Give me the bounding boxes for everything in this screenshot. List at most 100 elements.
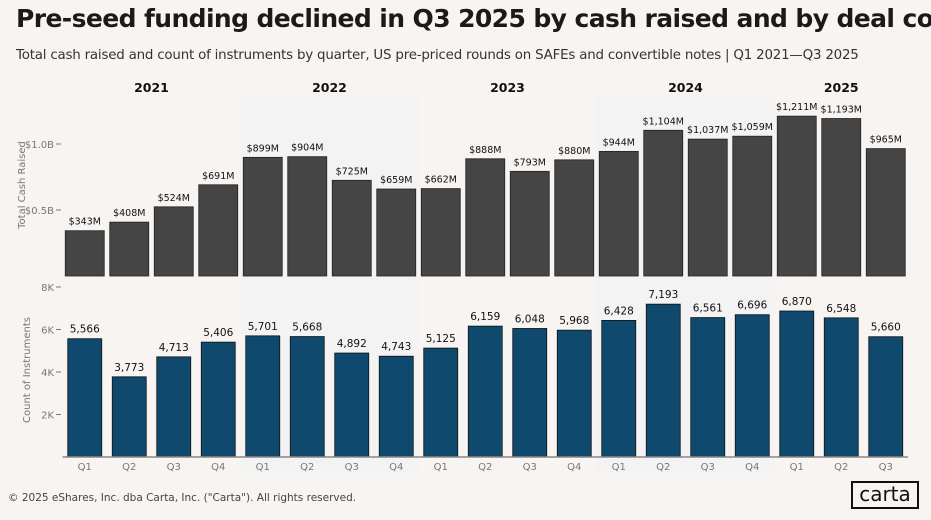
cash-bar — [287, 156, 328, 277]
year-label: 2023 — [490, 80, 525, 95]
x-tick-label: Q1 — [256, 462, 270, 473]
cash-data-label: $662M — [425, 175, 457, 186]
y-tick-label: 4K — [41, 368, 54, 379]
count-bar — [823, 317, 859, 458]
count-data-label: 5,406 — [203, 327, 233, 339]
cash-bar — [198, 184, 239, 277]
cash-bar — [732, 135, 773, 277]
count-data-label: 6,159 — [470, 311, 500, 323]
count-bar — [734, 314, 770, 458]
cash-data-label: $1,211M — [776, 102, 817, 113]
chart-subtitle: Total cash raised and count of instrumen… — [16, 48, 859, 63]
x-tick-label: Q1 — [78, 462, 92, 473]
cash-bar — [821, 118, 862, 277]
cash-bar — [643, 129, 684, 277]
cash-data-label: $904M — [291, 143, 323, 154]
count-data-label: 5,125 — [426, 333, 456, 345]
count-data-label: 5,701 — [248, 321, 278, 333]
cash-bar — [109, 221, 150, 277]
x-tick-label: Q2 — [834, 462, 848, 473]
count-bar — [423, 347, 459, 458]
cash-bar — [598, 150, 639, 277]
cash-data-label: $880M — [558, 146, 590, 157]
x-tick-label: Q4 — [389, 462, 403, 473]
y-tick-label: $0.5B — [25, 206, 54, 217]
y-tick-label: $1.0B — [25, 140, 54, 151]
count-bar — [690, 317, 726, 458]
count-bar — [779, 310, 815, 458]
count-bar — [111, 376, 147, 458]
x-tick-label: Q4 — [745, 462, 759, 473]
x-tick-label: Q2 — [656, 462, 670, 473]
count-bar — [200, 341, 236, 458]
count-bar — [289, 336, 325, 458]
cash-bar — [687, 138, 728, 277]
count-data-label: 4,713 — [159, 342, 189, 354]
cash-bar — [465, 158, 506, 277]
x-tick-label: Q3 — [345, 462, 359, 473]
cash-bar — [509, 170, 550, 277]
y-tick-label: 8K — [41, 283, 54, 294]
count-data-label: 6,548 — [826, 303, 856, 315]
cash-data-label: $343M — [69, 217, 101, 228]
count-data-label: 6,428 — [604, 305, 634, 317]
x-tick-label: Q4 — [567, 462, 581, 473]
count-bar — [512, 328, 548, 458]
y-axis-label: Count of Instruments — [22, 317, 33, 423]
cash-bar — [376, 188, 417, 277]
x-tick-label: Q1 — [434, 462, 448, 473]
x-tick-label: Q3 — [879, 462, 893, 473]
cash-data-label: $524M — [158, 193, 190, 204]
count-data-label: 5,566 — [70, 324, 100, 336]
x-tick-label: Q1 — [790, 462, 804, 473]
cash-bar — [420, 188, 461, 277]
year-label: 2024 — [668, 80, 703, 95]
y-axis-label: Total Cash Raised — [17, 141, 28, 230]
chart-title: Pre-seed funding declined in Q3 2025 by … — [16, 4, 931, 33]
cash-data-label: $899M — [247, 143, 279, 154]
x-tick-label: Q2 — [122, 462, 136, 473]
x-tick-label: Q3 — [523, 462, 537, 473]
cash-data-label: $1,104M — [643, 116, 684, 127]
x-tick-label: Q1 — [612, 462, 626, 473]
year-label: 2025 — [824, 80, 859, 95]
cash-data-label: $1,059M — [732, 122, 773, 133]
cash-data-label: $1,037M — [687, 125, 728, 136]
count-data-label: 6,870 — [782, 296, 812, 308]
y-tick-label: 6K — [41, 326, 54, 337]
cash-bar — [242, 156, 283, 277]
count-data-label: 5,968 — [559, 315, 589, 327]
count-bar — [156, 356, 192, 458]
cash-bar — [776, 115, 817, 277]
cash-bar — [153, 206, 194, 277]
cash-data-label: $888M — [469, 145, 501, 156]
cash-data-label: $408M — [113, 208, 145, 219]
cash-bar — [554, 159, 595, 277]
cash-bar — [331, 179, 372, 277]
x-tick-label: Q2 — [300, 462, 314, 473]
count-bar — [868, 336, 904, 458]
y-tick-label: 2K — [41, 411, 54, 422]
cash-data-label: $691M — [202, 171, 234, 182]
count-bar — [245, 335, 281, 458]
cash-bar — [64, 230, 105, 277]
count-bar — [334, 352, 370, 458]
count-bar — [645, 303, 681, 458]
count-data-label: 6,696 — [737, 300, 767, 312]
cash-data-label: $965M — [870, 135, 902, 146]
cash-data-label: $793M — [514, 157, 546, 168]
year-label: 2022 — [312, 80, 347, 95]
count-data-label: 7,193 — [648, 289, 678, 301]
cash-data-label: $944M — [603, 137, 635, 148]
count-data-label: 3,773 — [114, 362, 144, 374]
cash-data-label: $725M — [336, 166, 368, 177]
count-data-label: 5,668 — [292, 322, 322, 334]
count-data-label: 6,561 — [693, 303, 723, 315]
count-data-label: 4,892 — [337, 338, 367, 350]
count-data-label: 5,660 — [871, 322, 901, 334]
count-bar — [556, 329, 592, 458]
copyright-footer: © 2025 eShares, Inc. dba Carta, Inc. ("C… — [8, 492, 357, 504]
count-bar — [67, 338, 103, 458]
